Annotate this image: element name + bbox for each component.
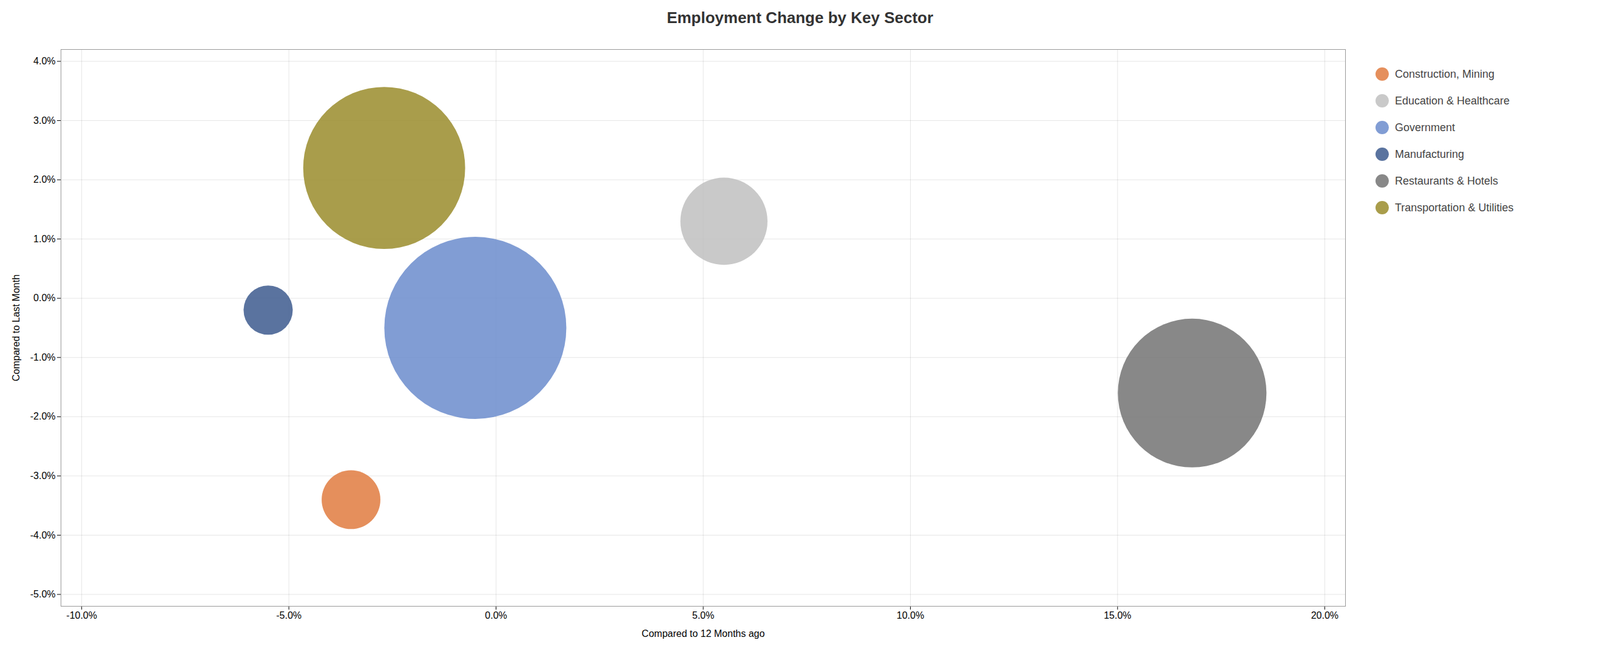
svg-text:-1.0%: -1.0% xyxy=(30,351,56,363)
svg-text:0.0%: 0.0% xyxy=(33,292,56,303)
svg-text:-5.0%: -5.0% xyxy=(276,609,302,621)
svg-text:4.0%: 4.0% xyxy=(33,55,56,67)
html-text:Transportation & Utilities: Transportation & Utilities xyxy=(1394,201,1514,214)
html-text:Employment Change by Key Secto: Employment Change by Key Sector xyxy=(666,8,934,27)
svg-text:-5.0%: -5.0% xyxy=(30,588,56,599)
svg-text:-2.0%: -2.0% xyxy=(30,410,56,422)
svg-text:Compared to Last Month: Compared to Last Month xyxy=(10,274,22,382)
svg-text:1.0%: 1.0% xyxy=(33,233,56,244)
svg-text:-4.0%: -4.0% xyxy=(30,529,56,541)
svg-text:Compared to 12 Months ago: Compared to 12 Months ago xyxy=(641,627,766,639)
svg-text:0.0%: 0.0% xyxy=(484,609,507,621)
svg-text:3.0%: 3.0% xyxy=(33,115,56,126)
html-text:Government: Government xyxy=(1394,121,1455,134)
html-text:Education & Healthcare: Education & Healthcare xyxy=(1394,94,1510,107)
html-text:Restaurants & Hotels: Restaurants & Hotels xyxy=(1394,174,1499,187)
svg-text:5.0%: 5.0% xyxy=(692,609,715,621)
svg-text:-10.0%: -10.0% xyxy=(66,609,98,621)
svg-text:-3.0%: -3.0% xyxy=(30,470,56,481)
html-text:Manufacturing: Manufacturing xyxy=(1394,147,1465,160)
html-text:Construction, Mining: Construction, Mining xyxy=(1394,67,1495,80)
svg-text:2.0%: 2.0% xyxy=(33,174,56,185)
svg-text:15.0%: 15.0% xyxy=(1103,609,1131,621)
svg-text:10.0%: 10.0% xyxy=(896,609,925,621)
svg-text:20.0%: 20.0% xyxy=(1311,609,1339,621)
